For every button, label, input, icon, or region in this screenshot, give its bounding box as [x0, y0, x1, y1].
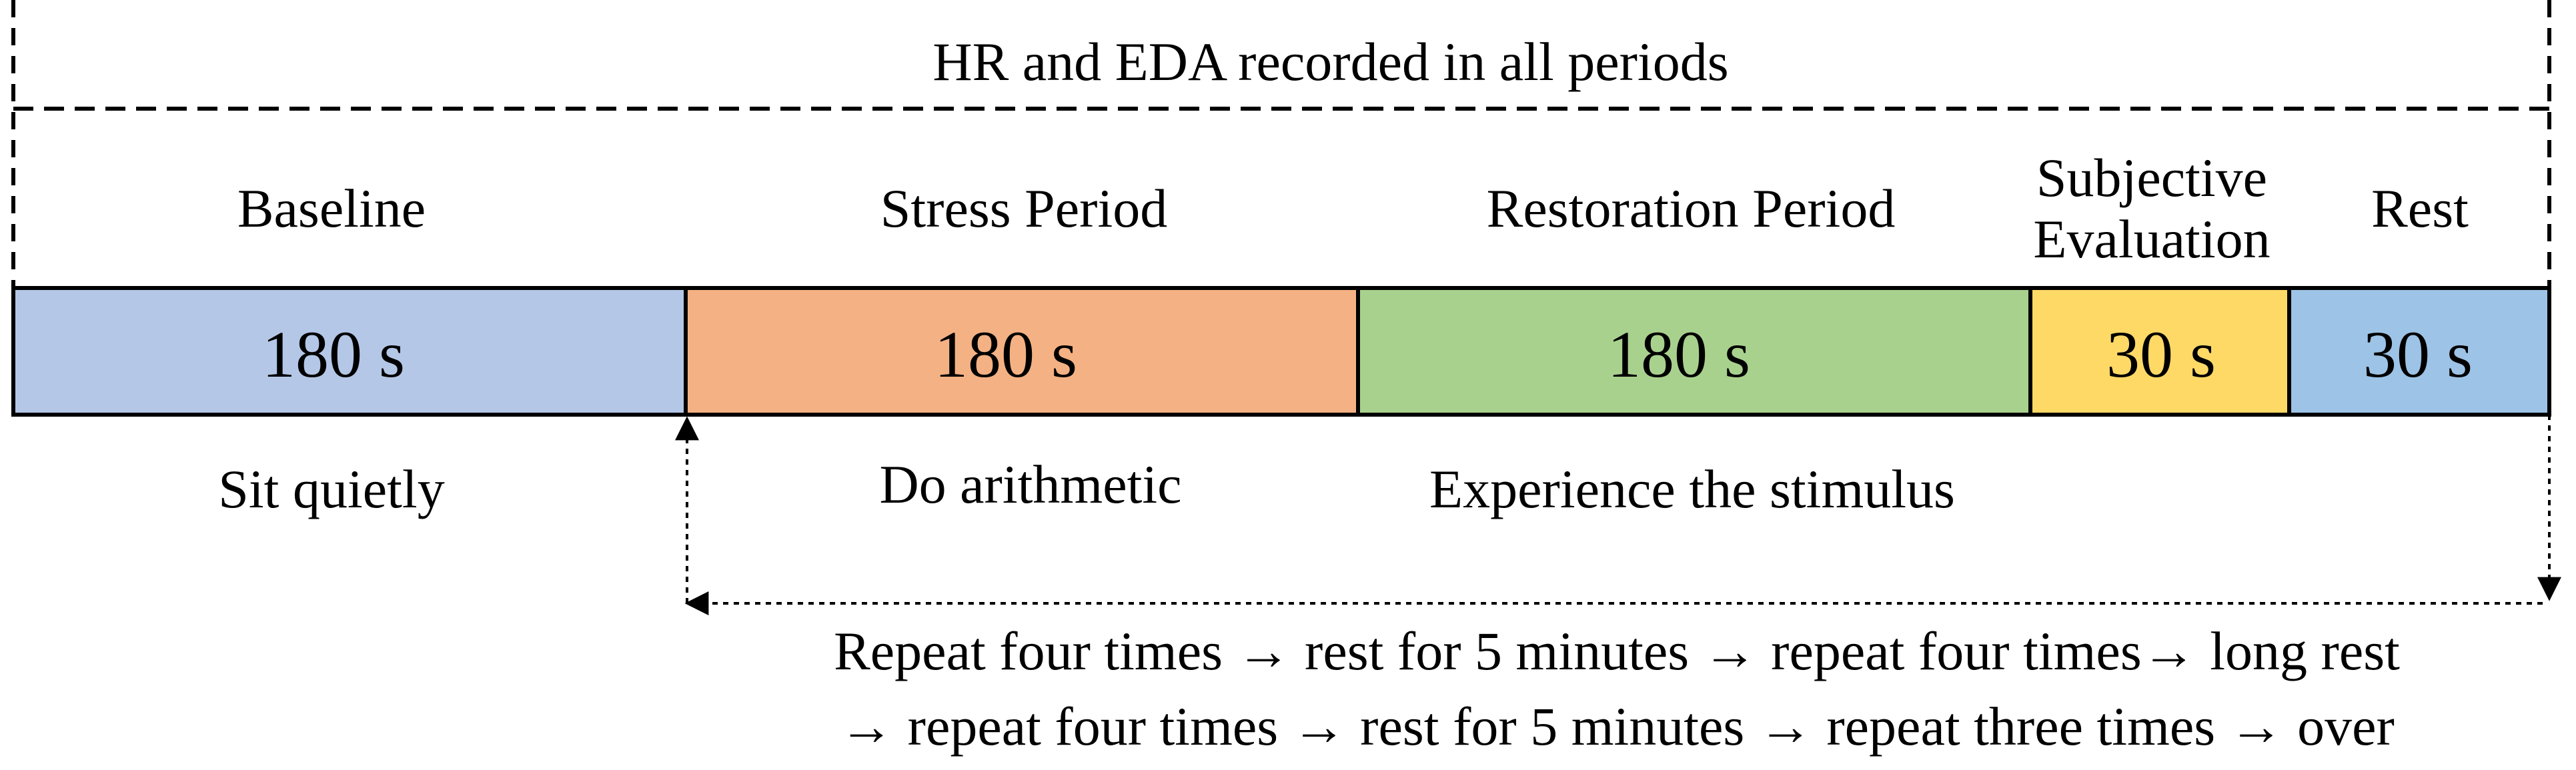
activity-stress: Do arithmetic	[879, 454, 1182, 515]
activity-restoration: Experience the stimulus	[1429, 459, 1955, 519]
period-label-stress: Stress Period	[880, 178, 1168, 239]
period-label-baseline: Baseline	[237, 178, 426, 239]
period-label-evaluation-line1: Subjective	[2036, 147, 2268, 209]
segment-stress	[684, 286, 1360, 417]
header-title: HR and EDA recorded in all periods	[932, 31, 1729, 92]
segment-rest	[2287, 286, 2551, 417]
repeat-note-line1: Repeat four times → rest for 5 minutes →…	[834, 621, 2400, 681]
duration-restoration: 180 s	[1607, 317, 1750, 391]
duration-evaluation: 30 s	[2106, 317, 2216, 391]
period-label-evaluation-line2: Evaluation	[2033, 209, 2271, 269]
duration-baseline: 180 s	[262, 317, 405, 391]
period-label-rest: Rest	[2371, 178, 2469, 239]
repeat-note-line2: → repeat four times → rest for 5 minutes…	[839, 696, 2395, 757]
period-label-restoration: Restoration Period	[1486, 178, 1896, 239]
duration-stress: 180 s	[934, 317, 1077, 391]
period-label-evaluation: Subjective Evaluation	[2033, 147, 2270, 270]
activity-baseline: Sit quietly	[218, 459, 445, 519]
duration-rest: 30 s	[2363, 317, 2473, 391]
